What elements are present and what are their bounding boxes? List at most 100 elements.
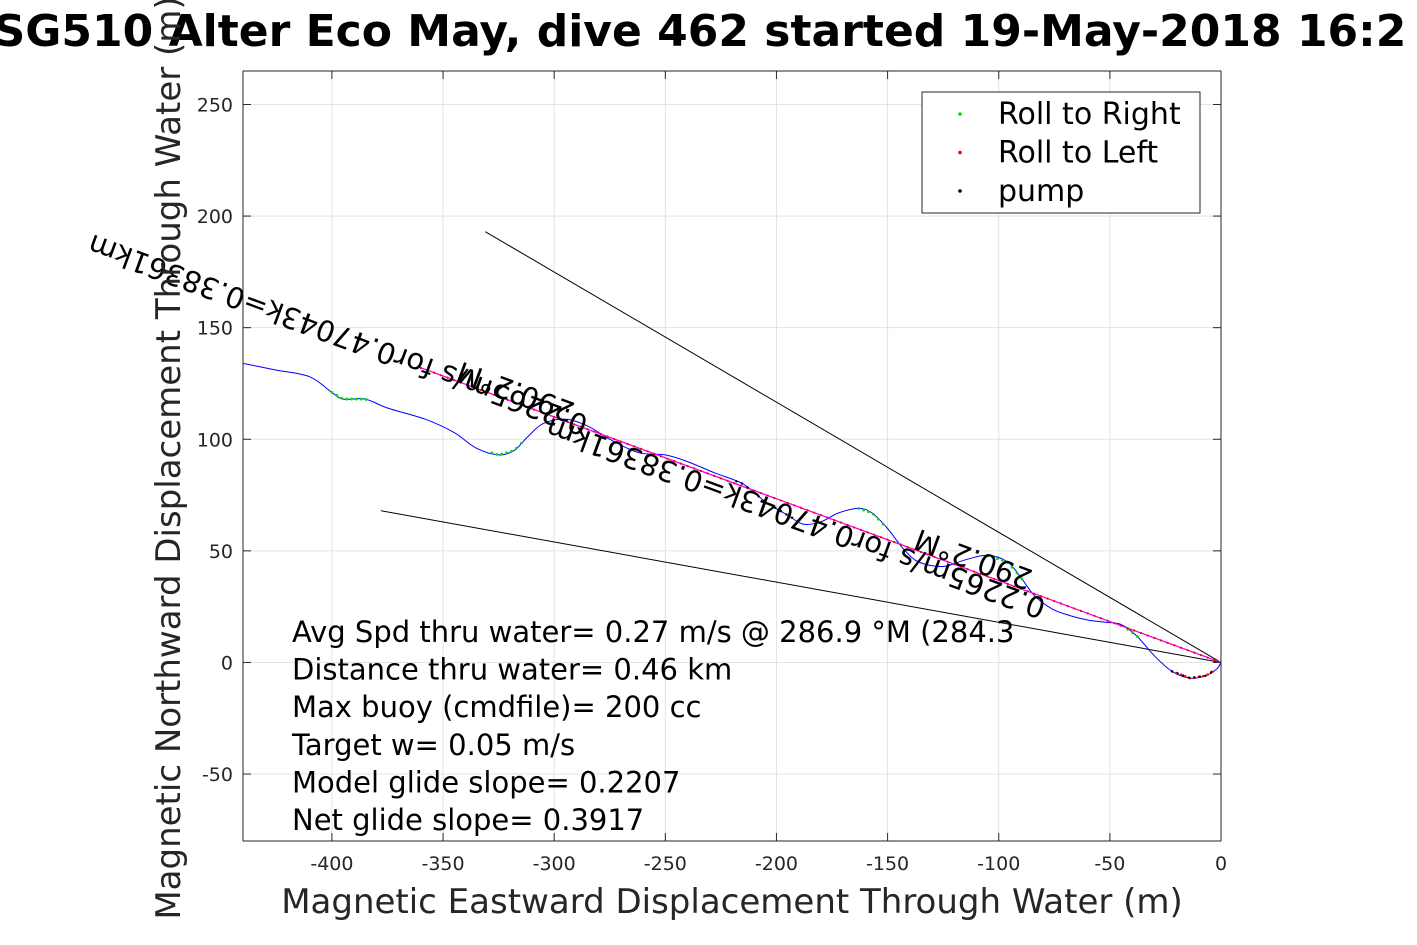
y-tick-label: 250 [197, 94, 233, 116]
roll-left-point [1126, 626, 1129, 630]
pump-point [779, 509, 783, 513]
roll-left-point [613, 437, 616, 441]
roll-right-point [1005, 560, 1009, 564]
roll-left-point [899, 543, 903, 546]
roll-right-point [514, 446, 518, 450]
roll-left-point [779, 499, 783, 502]
roll-left-point [586, 428, 589, 431]
roll-left-point [1113, 622, 1116, 625]
roll-left-point [1179, 646, 1183, 649]
roll-left-point [566, 420, 569, 423]
roll-right-point [1020, 577, 1024, 581]
roll-left-point [679, 462, 682, 465]
roll-left-point [1099, 617, 1103, 620]
legend-box [921, 91, 1201, 214]
roll-left-point [819, 514, 823, 517]
roll-right-point [1015, 571, 1019, 575]
roll-left-point [506, 398, 509, 401]
legend-label: Roll to Left [998, 136, 1158, 171]
roll-left-point [893, 541, 896, 544]
pump-point [1193, 676, 1196, 679]
roll-left-point [453, 379, 456, 382]
roll-left-point [639, 447, 642, 450]
pump-point [751, 490, 755, 494]
roll-left-point [786, 501, 789, 504]
roll-left-point [799, 506, 803, 509]
roll-left-point [1206, 673, 1209, 676]
roll-right-point [330, 390, 334, 394]
roll-left-point [946, 560, 949, 563]
track-line [243, 362, 1221, 679]
x-tick-label: -200 [755, 853, 798, 875]
pump-point [768, 503, 771, 506]
stat-line: Max buoy (cmdfile)= 200 cc [292, 690, 701, 724]
x-tick-label: -150 [866, 853, 909, 875]
stat-line: Net glide slope= 0.3917 [292, 803, 644, 837]
legend-marker [958, 189, 962, 193]
roll-left-point [1139, 631, 1143, 635]
roll-left-point [526, 406, 529, 409]
roll-left-point [1153, 636, 1156, 639]
roll-left-point [539, 410, 542, 414]
roll-left-point [439, 374, 442, 377]
y-tick-label: 150 [197, 318, 233, 340]
roll-left-point [699, 469, 702, 473]
roll-left-point [913, 548, 916, 551]
roll-left-point [839, 521, 843, 524]
pump-point [1176, 672, 1179, 675]
roll-left-point [859, 528, 863, 531]
roll-left-point [973, 570, 976, 573]
roll-left-point [739, 484, 742, 487]
roll-left-point [646, 450, 649, 453]
roll-right-point [519, 441, 523, 445]
roll-left-point [479, 388, 482, 392]
y-tick-label: 50 [209, 541, 233, 563]
roll-left-point [593, 430, 596, 433]
roll-left-point [553, 415, 556, 419]
roll-left-point [1006, 582, 1009, 585]
roll-left-point [1059, 602, 1063, 605]
roll-left-point [433, 371, 436, 374]
plot-frame [242, 70, 1222, 842]
roll-left-point [759, 491, 762, 495]
roll-left-point [1019, 587, 1023, 590]
roll-left-point [1201, 674, 1205, 678]
y-tick-label: 200 [197, 206, 233, 228]
y-tick-labels: -50 0 50 100 150 200 250 [197, 94, 233, 786]
pump-point [1204, 674, 1207, 678]
pump-point [1187, 676, 1190, 679]
roll-left-point [693, 467, 696, 470]
roll-left-point [793, 504, 796, 507]
roll-left-point [986, 575, 989, 578]
roll-right-point [495, 452, 499, 456]
roll-left-point [1173, 644, 1176, 647]
roll-left-point [959, 565, 963, 568]
roll-right-point [857, 507, 861, 510]
roll-right-point [359, 397, 363, 401]
roll-left-point [1079, 609, 1083, 612]
roll-right-point [876, 517, 880, 521]
roll-left-point [619, 440, 622, 443]
roll-left-point [866, 531, 869, 534]
pump-point [740, 482, 744, 485]
roll-right-point [345, 397, 348, 401]
stat-line: Target w= 0.05 m/s [291, 728, 575, 762]
roll-left-point [813, 511, 816, 514]
roll-left-point [1033, 592, 1036, 595]
pump-point [746, 486, 749, 489]
roll-left-point [853, 526, 856, 529]
pump-point [1209, 671, 1213, 674]
roll-right-point [991, 555, 994, 559]
roll-right-point [867, 510, 870, 514]
roll-left-point [653, 452, 656, 455]
roll-left-point [979, 572, 983, 576]
roll-left-point [1119, 624, 1123, 627]
roll-left-point [999, 580, 1003, 583]
roll-left-point [806, 509, 809, 512]
roll-left-point [939, 558, 943, 561]
roll-left-point [519, 403, 522, 406]
roll-left-point [766, 494, 769, 497]
roll-left-point [1146, 634, 1149, 637]
roll-left-point [1179, 673, 1183, 677]
roll-left-point [773, 496, 776, 500]
